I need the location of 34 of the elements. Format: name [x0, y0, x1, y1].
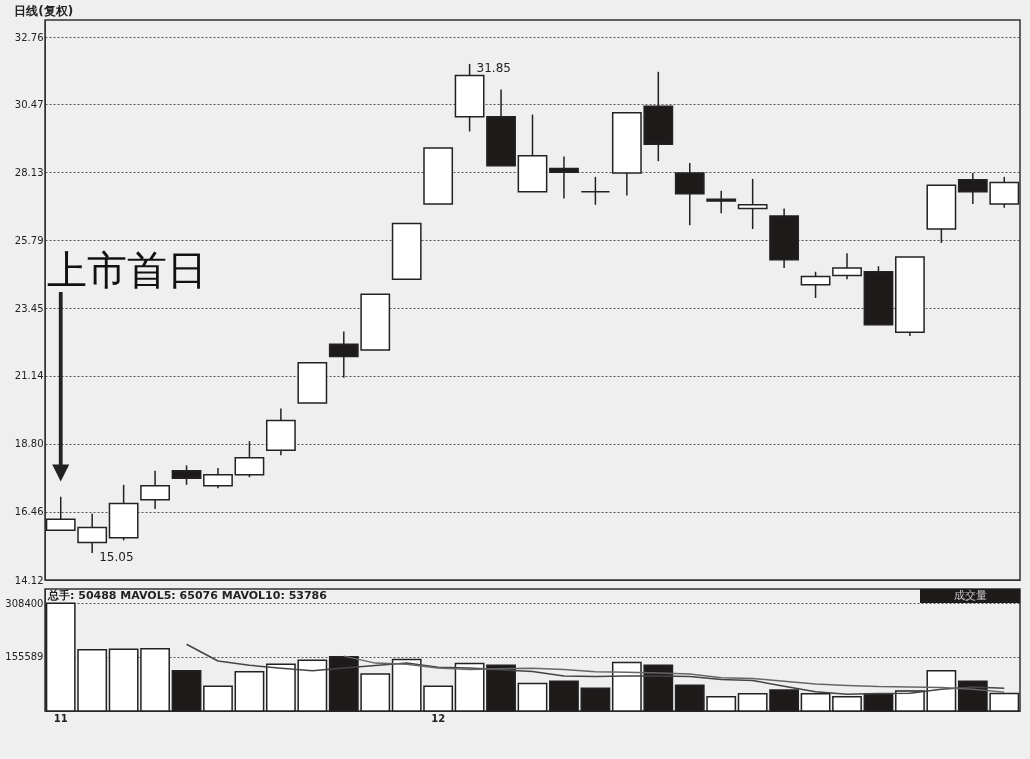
x-tick-label: 12: [431, 712, 446, 724]
bar: [203, 685, 233, 712]
candlestick: [706, 190, 737, 215]
y-tick-label: 28.13: [14, 166, 44, 178]
y-tick-label: 155589: [5, 651, 44, 663]
x-tick-label: 11: [53, 712, 68, 724]
y-tick-label: 18.80: [14, 438, 44, 450]
bar: [580, 687, 611, 712]
candlestick: [580, 176, 611, 206]
y-tick-label: 32.76: [14, 31, 44, 43]
y-tick-label: 16.46: [14, 506, 44, 518]
y-tick-label: 30.47: [14, 98, 44, 110]
candlestick: [549, 155, 579, 200]
annotation: 总手: 50488 MAVOL5: 65076 MAVOL10: 53786: [47, 589, 328, 602]
y-tick-label: 23.45: [14, 302, 44, 314]
annotation: 成交量: [953, 589, 987, 602]
bar: [517, 682, 548, 712]
y-tick-label: 25.79: [14, 234, 44, 246]
annotation: 上市首日: [46, 247, 207, 293]
annotation: 31.85: [476, 60, 511, 75]
line-series: [185, 643, 1006, 695]
line-series: [343, 655, 1006, 693]
y-tick-label: 14.12: [14, 574, 44, 586]
bar: [171, 670, 202, 712]
y-tick-label: 21.14: [14, 370, 44, 382]
candlestick: [737, 178, 768, 230]
bar: [832, 695, 862, 712]
bar: [549, 680, 579, 712]
chart-title: 日线(复权): [14, 4, 74, 18]
y-tick-label: 308400: [5, 597, 44, 609]
bar: [234, 671, 265, 712]
bar: [863, 693, 894, 712]
annotation: 15.05: [99, 549, 134, 564]
bar: [800, 693, 831, 712]
